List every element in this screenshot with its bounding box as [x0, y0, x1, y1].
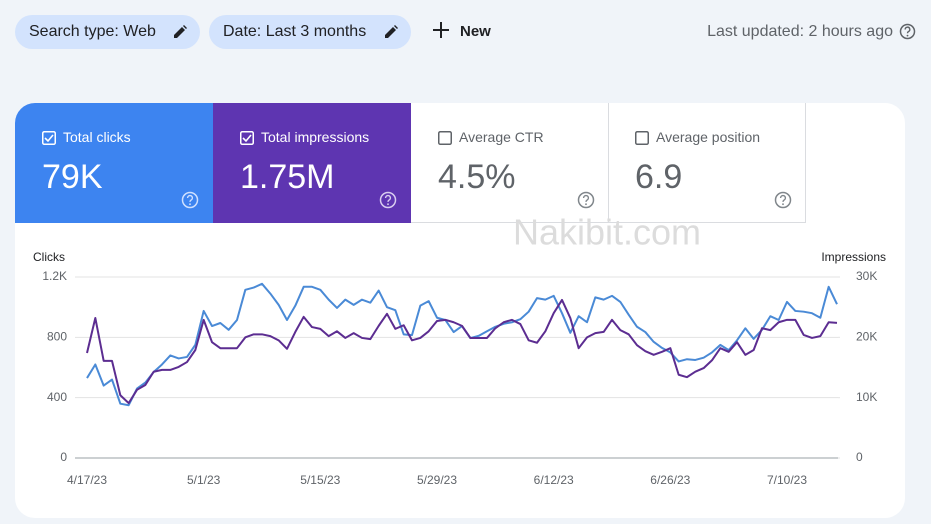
data-line	[86, 282, 838, 407]
metric-label: Total clicks	[63, 129, 131, 145]
metric-label: Total impressions	[261, 129, 370, 145]
y-tick-label: 800	[47, 330, 67, 344]
new-button[interactable]: New	[432, 15, 491, 49]
data-line	[86, 298, 838, 405]
metric-label: Average CTR	[459, 129, 544, 145]
button-label: New	[460, 23, 491, 40]
last-updated: Last updated: 2 hours ago	[707, 23, 893, 40]
y-tick-label: 1.2K	[42, 269, 67, 283]
y2-tick-label: 20K	[856, 330, 877, 344]
x-tick-label: 6/26/23	[650, 473, 690, 487]
metric-tile[interactable]: Average CTR 4.5%	[411, 103, 609, 223]
x-tick-label: 5/1/23	[187, 473, 221, 487]
help-icon[interactable]	[181, 191, 199, 209]
y2-axis-title: Impressions	[821, 250, 886, 264]
metric-value: 4.5%	[438, 158, 516, 196]
help-icon[interactable]	[774, 191, 792, 209]
edit-icon	[174, 25, 187, 38]
y-tick-label: 400	[47, 390, 67, 404]
metric-value: 6.9	[635, 158, 683, 196]
help-icon[interactable]	[899, 23, 916, 40]
x-tick-label: 6/12/23	[534, 473, 574, 487]
watermark: Nakibit.com	[513, 212, 701, 253]
y2-tick-label: 0	[856, 450, 863, 464]
y-tick-label: 0	[60, 450, 67, 464]
y2-tick-label: 10K	[856, 390, 877, 404]
help-icon[interactable]	[379, 191, 397, 209]
help-icon[interactable]	[577, 191, 595, 209]
x-tick-label: 5/29/23	[417, 473, 457, 487]
checkbox-checked	[240, 131, 254, 145]
metric-tile[interactable]: Total impressions 1.75M	[213, 103, 411, 223]
metric-value: 79K	[42, 158, 103, 196]
x-tick-label: 7/10/23	[767, 473, 807, 487]
checkbox-unchecked	[438, 131, 452, 145]
checkbox-unchecked	[635, 131, 649, 145]
date-chip[interactable]: Date: Last 3 months	[209, 15, 411, 49]
metric-tile[interactable]: Total clicks 79K	[15, 103, 213, 223]
y2-tick-label: 30K	[856, 269, 877, 283]
search-type-chip[interactable]: Search type: Web	[15, 15, 200, 49]
x-tick-label: 5/15/23	[300, 473, 340, 487]
y-axis-title: Clicks	[33, 250, 65, 264]
x-tick-label: 4/17/23	[67, 473, 107, 487]
chip-label: Date: Last 3 months	[223, 23, 367, 40]
chip-label: Search type: Web	[29, 23, 156, 40]
metric-tile[interactable]: Average position 6.9	[608, 103, 806, 223]
edit-icon	[385, 25, 398, 38]
metric-value: 1.75M	[240, 158, 335, 196]
plus-icon	[433, 22, 449, 38]
metric-label: Average position	[656, 129, 761, 145]
checkbox-checked	[42, 131, 56, 145]
